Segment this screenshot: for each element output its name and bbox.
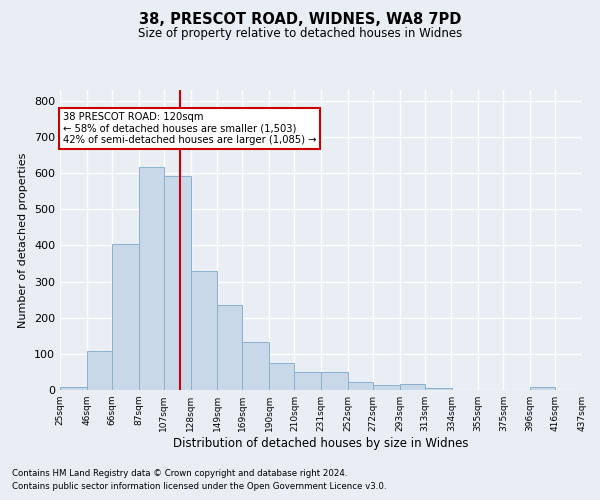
Bar [242,342,269,390]
Bar [269,362,295,390]
Bar [139,167,164,390]
Bar [295,372,321,390]
Bar [373,386,400,390]
Bar [530,388,556,390]
Bar [425,388,452,390]
Y-axis label: Number of detached properties: Number of detached properties [19,152,28,328]
Text: Contains HM Land Registry data © Crown copyright and database right 2024.: Contains HM Land Registry data © Crown c… [12,468,347,477]
Text: 38, PRESCOT ROAD, WIDNES, WA8 7PD: 38, PRESCOT ROAD, WIDNES, WA8 7PD [139,12,461,28]
Bar [164,176,191,390]
Bar [191,272,217,390]
Bar [112,244,139,390]
Text: 38 PRESCOT ROAD: 120sqm
← 58% of detached houses are smaller (1,503)
42% of semi: 38 PRESCOT ROAD: 120sqm ← 58% of detache… [62,112,316,145]
Bar [217,304,242,390]
Bar [60,388,86,390]
Text: Size of property relative to detached houses in Widnes: Size of property relative to detached ho… [138,28,462,40]
X-axis label: Distribution of detached houses by size in Widnes: Distribution of detached houses by size … [173,437,469,450]
Bar [321,372,347,390]
Bar [347,382,373,390]
Text: Contains public sector information licensed under the Open Government Licence v3: Contains public sector information licen… [12,482,386,491]
Bar [86,352,112,390]
Bar [400,384,425,390]
